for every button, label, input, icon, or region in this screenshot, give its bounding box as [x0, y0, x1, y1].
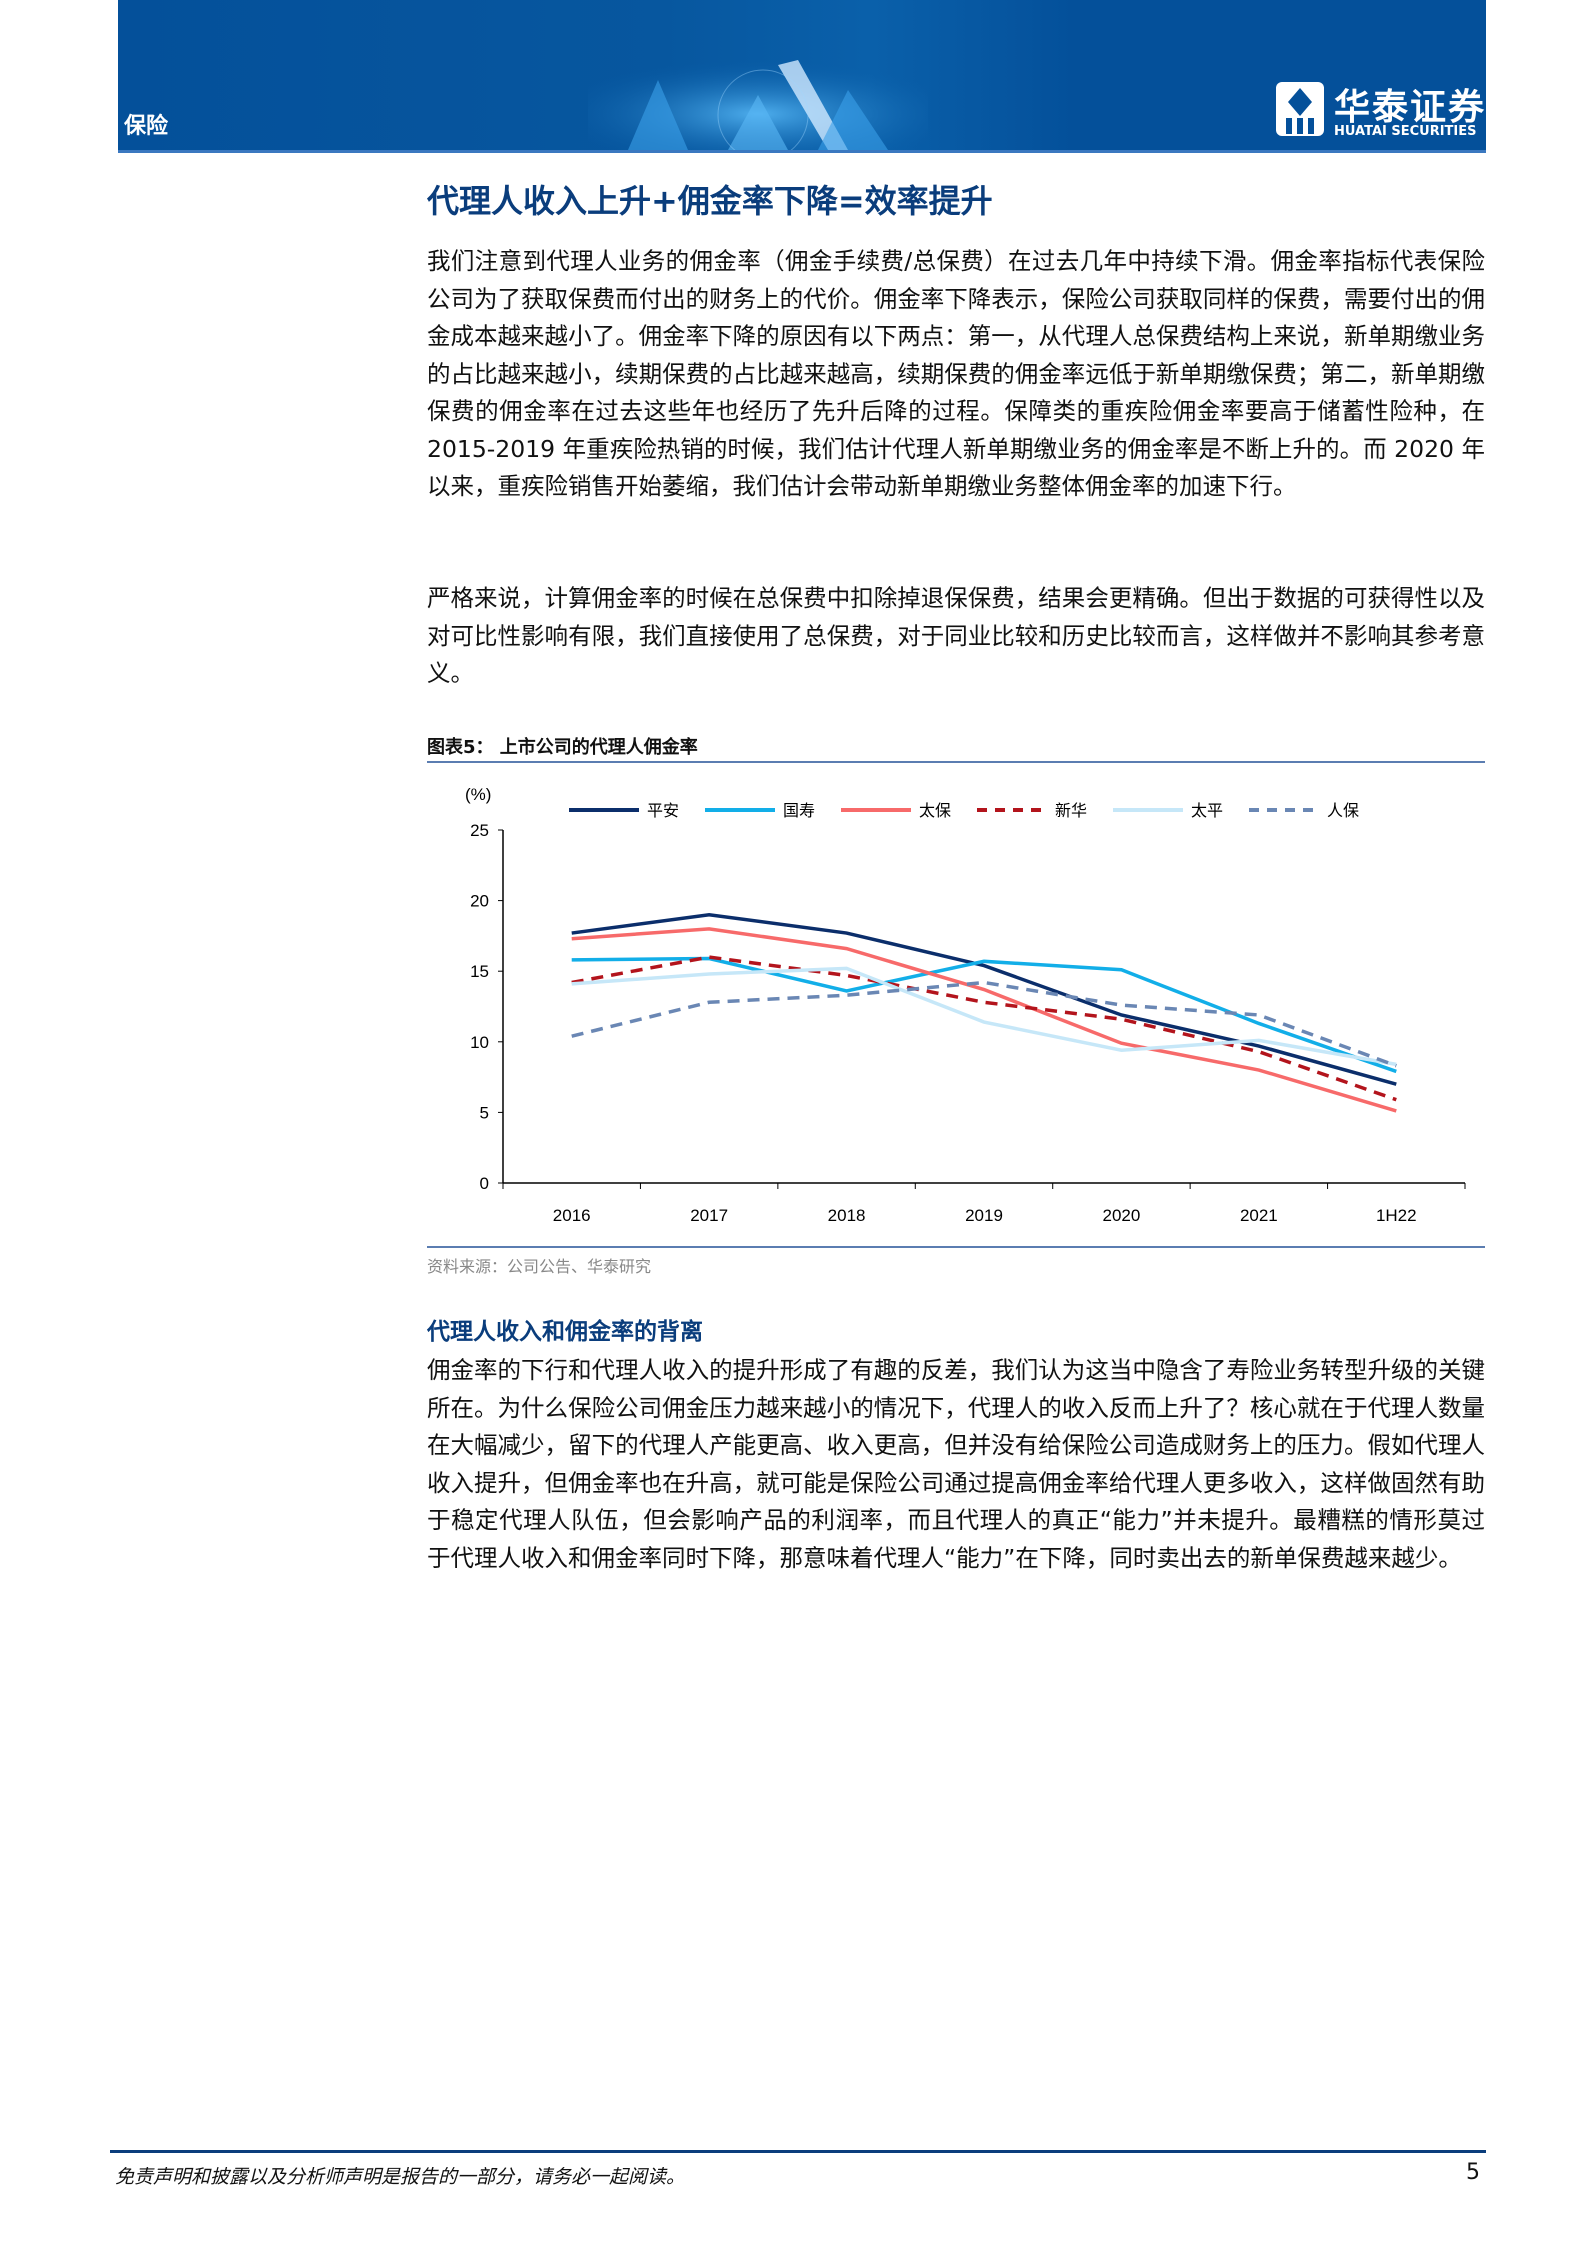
series-line-平安: [571, 912, 1397, 1086]
section-subheading: 代理人收入和佣金率的背离: [427, 1319, 703, 1345]
section-tag: 保险: [124, 114, 169, 139]
paragraph-1: 我们注意到代理人业务的佣金率（佣金手续费/总保费）在过去几年中持续下滑。佣金率指…: [427, 247, 1485, 500]
y-tick-label: 0: [480, 1174, 489, 1193]
chart-source: 资料来源：公司公告、华泰研究: [427, 1257, 652, 1276]
legend-label: 国寿: [783, 802, 815, 820]
series-line-太平: [571, 966, 1397, 1067]
page-number: 5: [1466, 2160, 1480, 2185]
y-tick-label: 10: [470, 1033, 489, 1052]
legend-label: 太保: [919, 802, 951, 820]
y-axis: (%) 0 5 10 15 20 25: [465, 785, 504, 1193]
series-line-国寿: [571, 956, 1397, 1074]
x-tick-label: 2021: [1240, 1206, 1278, 1225]
logo-cn: 华泰证券: [1334, 87, 1487, 128]
logo-mark-icon: [1276, 82, 1324, 136]
y-tick-label: 5: [480, 1103, 489, 1122]
y-tick-label: 25: [470, 821, 489, 840]
chart-title: 图表5： 上市公司的代理人佣金率: [427, 737, 698, 758]
x-tick-label: 2020: [1103, 1206, 1141, 1225]
legend-label: 平安: [647, 802, 679, 820]
paragraph-2: 严格来说，计算佣金率的时候在总保费中扣除掉退保保费，结果会更精确。但出于数据的可…: [427, 584, 1485, 687]
commission-rate-chart: (%) 0 5 10 15 20 25 2016 2017 2018 2019 2020 2021 1H…: [465, 785, 1466, 1225]
series-line-人保: [571, 980, 1397, 1068]
legend-label: 太平: [1191, 802, 1223, 820]
x-tick-label: 2019: [965, 1206, 1003, 1225]
divider: [427, 1246, 1485, 1248]
legend-label: 新华: [1055, 802, 1087, 820]
series-line-太保: [571, 927, 1397, 1113]
x-axis: 2016 2017 2018 2019 2020 2021 1H22: [502, 1182, 1466, 1225]
x-tick-label: 2018: [828, 1206, 866, 1225]
paragraph-3: 佣金率的下行和代理人收入的提升形成了有趣的反差，我们认为这当中隐含了寿险业务转型…: [427, 1356, 1485, 1572]
divider: [427, 761, 1485, 763]
page-title: 代理人收入上升+佣金率下降=效率提升: [427, 182, 993, 220]
x-tick-label: 1H22: [1376, 1206, 1417, 1225]
x-tick-label: 2017: [690, 1206, 728, 1225]
y-tick-label: 20: [470, 892, 489, 911]
logo-en: HUATAI SECURITIES: [1334, 124, 1477, 139]
legend-label: 人保: [1327, 802, 1359, 820]
huatai-logo: 华泰证券 HUATAI SECURITIES: [1276, 82, 1484, 142]
x-tick-label: 2016: [553, 1206, 591, 1225]
series-lines: [571, 912, 1397, 1113]
footer-disclaimer: 免责声明和披露以及分析师声明是报告的一部分，请务必一起阅读。: [115, 2166, 686, 2188]
footer-divider: [110, 2150, 1486, 2153]
legend: 平安 国寿 太保 新华 太平 人保: [569, 802, 1359, 820]
report-header-band: 保险 华泰证券 HUATAI SECURITIES: [118, 0, 1486, 153]
header-decoration: [588, 60, 928, 150]
y-tick-label: 15: [470, 962, 489, 981]
y-axis-unit: (%): [465, 785, 491, 804]
